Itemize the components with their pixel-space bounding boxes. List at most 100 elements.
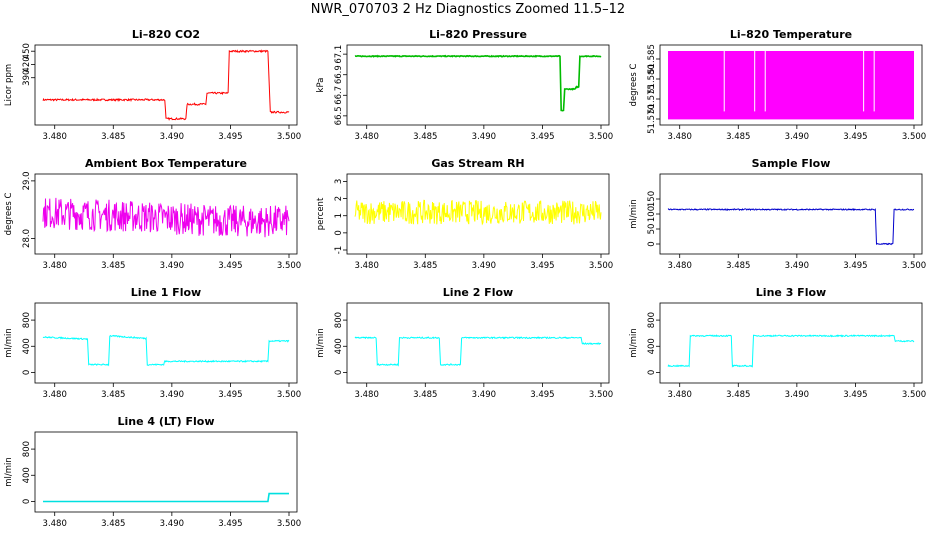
panel-3: Li–820 Temperature 3.480 3.485 3.490 3.495 3.… [629,28,926,142]
y-tick-label: 0 [647,241,657,246]
x-tick-label: 3.500 [589,132,613,142]
x-tick-label: 3.495 [218,261,242,271]
x-tick-label: 3.495 [530,261,554,271]
figure-title: NWR_070703 2 Hz Diagnostics Zoomed 11.5–… [310,2,626,17]
y-tick-label: 67.1 [334,45,344,64]
x-tick-label: 3.500 [277,261,301,271]
y-tick-label: 0 [22,499,32,504]
x-tick-label: 3.480 [355,132,379,142]
y-tick-label: 66.7 [334,86,344,105]
y-tick-label: 0 [22,370,32,375]
y-tick-label: 1 [334,213,344,218]
panel-2: Li–820 Pressure 3.480 3.485 3.490 3.495 3.500… [316,28,613,142]
plot-frame [659,44,923,126]
panel-1: Li–820 CO2 3.480 3.485 3.490 3.495 3.500 39042… [4,28,301,142]
y-tick-label: 800 [22,441,32,457]
x-tick-label: 3.495 [218,390,242,400]
y-tick-label: 0 [334,230,344,235]
y-tick-label: 0 [334,370,344,375]
plot-frame [346,173,610,255]
x-tick-label: 3.480 [43,390,67,400]
plot-frame [346,44,610,126]
x-tick-label: 3.500 [902,390,926,400]
plot-frame [34,173,298,255]
panel-4: Ambient Box Temperature 3.480 3.485 3.490 3.… [4,157,301,271]
y-tick-label: 400 [22,338,32,354]
y-axis-label: ml/min [629,328,639,358]
x-tick-label: 3.500 [902,132,926,142]
x-tick-label: 3.490 [160,390,184,400]
plot-frame [659,302,923,384]
y-axis-label: ml/min [4,328,14,358]
panel-title: Sample Flow [752,157,831,170]
x-tick-label: 3.495 [218,519,242,529]
series-line [354,199,602,226]
y-tick-label: 400 [22,467,32,483]
panel-title: Gas Stream RH [431,157,524,170]
panel-9: Line 3 Flow 3.480 3.485 3.490 3.495 3.500 0 400… [629,286,926,400]
x-tick-label: 3.490 [785,390,809,400]
series-line [43,492,289,503]
x-tick-label: 3.480 [355,261,379,271]
series-line [667,208,915,246]
series-line [354,54,602,112]
y-tick-label: 50 [647,224,657,235]
y-axis-label: degrees C [629,64,639,107]
y-axis-label: percent [316,197,326,230]
y-tick-label: -1 [334,246,344,254]
y-tick-label: 450 [22,43,32,59]
panel-10: Line 4 (LT) Flow 3.480 3.485 3.490 3.495 3.50… [4,415,301,529]
y-tick-label: 51.575 [647,84,657,114]
x-tick-label: 3.495 [843,261,867,271]
y-tick-label: 51.585 [647,44,657,74]
panel-6: Sample Flow 3.480 3.485 3.490 3.495 3.500 0 50 1… [629,157,926,271]
y-tick-label: 100 [647,206,657,222]
x-tick-label: 3.500 [589,390,613,400]
x-tick-label: 3.485 [726,132,750,142]
x-tick-label: 3.480 [43,132,67,142]
y-tick-label: 400 [334,338,344,354]
x-tick-label: 3.490 [160,261,184,271]
x-tick-label: 3.480 [43,261,67,271]
x-tick-label: 3.495 [843,390,867,400]
x-tick-label: 3.495 [218,132,242,142]
panel-title: Line 2 Flow [443,286,513,299]
x-tick-label: 3.485 [101,390,125,400]
series-line [42,197,290,238]
plot-frame [34,302,298,384]
x-tick-label: 3.480 [668,390,692,400]
series-line [42,49,290,121]
x-tick-label: 3.485 [726,390,750,400]
x-tick-label: 3.500 [277,390,301,400]
x-tick-label: 3.490 [785,132,809,142]
y-tick-label: 66.9 [334,65,344,84]
series-line [667,334,915,368]
x-tick-label: 3.485 [413,132,437,142]
x-tick-label: 3.495 [530,390,554,400]
x-tick-label: 3.490 [785,261,809,271]
x-tick-label: 3.485 [101,132,125,142]
x-tick-label: 3.480 [43,519,67,529]
x-tick-label: 3.490 [472,261,496,271]
x-tick-label: 3.480 [668,132,692,142]
plot-frame [659,173,923,255]
panel-title: Li–820 Temperature [730,28,852,41]
y-axis-label: kPa [316,78,326,93]
x-tick-label: 3.485 [101,261,125,271]
x-tick-label: 3.490 [160,132,184,142]
panel-5: Gas Stream RH 3.480 3.485 3.490 3.495 3.500 -1… [316,157,613,271]
x-tick-label: 3.485 [413,390,437,400]
panel-title: Li–820 Pressure [429,28,527,41]
y-tick-label: 3 [334,179,344,184]
y-axis-label: ml/min [4,457,14,487]
plot-frame [34,44,298,126]
x-tick-label: 3.500 [277,132,301,142]
x-tick-label: 3.500 [589,261,613,271]
plot-frame [346,302,610,384]
y-tick-label: 66.5 [334,106,344,125]
panel-title: Line 1 Flow [131,286,201,299]
y-tick-label: 800 [22,312,32,328]
x-tick-label: 3.495 [843,132,867,142]
y-axis-label: ml/min [316,328,326,358]
x-tick-label: 3.490 [472,390,496,400]
